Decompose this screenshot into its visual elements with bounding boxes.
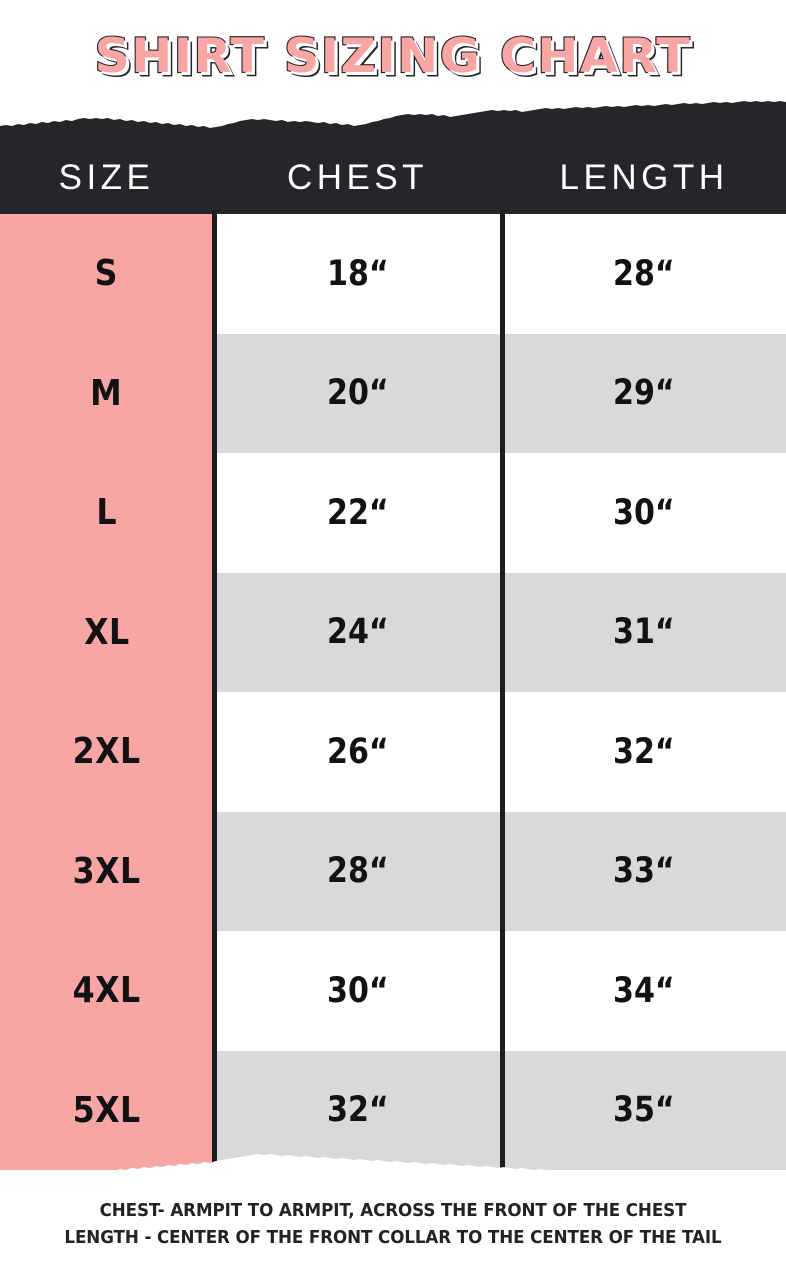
cell-length-text: 28“	[613, 253, 675, 294]
cell-chest: 22“	[213, 453, 502, 573]
cell-chest: 20“	[213, 333, 502, 453]
cell-length: 29“	[502, 333, 786, 453]
cell-length-text: 31“	[613, 612, 675, 653]
cell-chest: 32“	[213, 1050, 502, 1170]
cell-length-text: 30“	[613, 492, 675, 533]
cell-chest-text: 20“	[326, 373, 389, 414]
table-header-row: SIZE CHEST LENGTH	[0, 100, 786, 214]
torn-top-edge-icon	[0, 101, 786, 214]
cell-size: L	[0, 453, 213, 573]
table-row: S 18“ 28“	[0, 214, 786, 334]
cell-size-text: M	[90, 372, 123, 414]
cell-chest-text: 22“	[326, 492, 389, 533]
cell-length-text: 32“	[613, 731, 675, 772]
cell-size: M	[0, 333, 213, 453]
column-header-length: LENGTH	[559, 158, 729, 197]
cell-size-text: XL	[83, 611, 130, 653]
table-row: 5XL 32“ 35“	[0, 1050, 786, 1170]
cell-size: 2XL	[0, 692, 213, 812]
cell-chest-text: 24“	[326, 612, 389, 653]
cell-length: 31“	[502, 572, 786, 692]
cell-chest-text: 28“	[326, 851, 389, 892]
cell-length: 32“	[502, 692, 786, 812]
cell-length: 30“	[502, 453, 786, 573]
cell-chest-text: 32“	[326, 1090, 389, 1131]
cell-size-text: 5XL	[72, 1089, 141, 1131]
footer-notes: CHEST- ARMPIT TO ARMPIT, ACROSS THE FRON…	[0, 1198, 786, 1252]
cell-length: 35“	[502, 1050, 786, 1170]
cell-chest: 24“	[213, 572, 502, 692]
sizing-table-body: S 18“ 28“ M 20“ 29“ L 22“ 30“ XL 24“ 31“…	[0, 214, 786, 1170]
cell-length: 33“	[502, 811, 786, 931]
cell-size: 4XL	[0, 931, 213, 1051]
cell-length: 28“	[502, 214, 786, 334]
cell-size-text: 2XL	[72, 731, 141, 773]
cell-chest: 30“	[213, 931, 502, 1051]
table-row: 2XL 26“ 32“	[0, 692, 786, 812]
footer-line-chest: CHEST- ARMPIT TO ARMPIT, ACROSS THE FRON…	[99, 1201, 687, 1221]
cell-size-text: L	[96, 492, 117, 534]
footer-line-length: LENGTH - CENTER OF THE FRONT COLLAR TO T…	[64, 1228, 722, 1248]
cell-size: S	[0, 214, 213, 334]
cell-chest: 18“	[213, 214, 502, 334]
cell-size-text: 4XL	[72, 970, 141, 1012]
cell-chest: 28“	[213, 811, 502, 931]
page-title: SHIRT SIZING CHART	[94, 28, 692, 84]
cell-size-text: 3XL	[72, 850, 141, 892]
table-row: 4XL 30“ 34“	[0, 931, 786, 1051]
cell-length-text: 33“	[613, 851, 675, 892]
cell-length-text: 34“	[613, 970, 675, 1011]
cell-chest: 26“	[213, 692, 502, 812]
title-area: SHIRT SIZING CHART	[0, 0, 786, 112]
cell-length-text: 35“	[613, 1090, 675, 1131]
table-row: 3XL 28“ 33“	[0, 811, 786, 931]
header-band	[0, 100, 786, 214]
table-row: M 20“ 29“	[0, 333, 786, 453]
cell-size: 5XL	[0, 1050, 213, 1170]
cell-size: XL	[0, 572, 213, 692]
cell-length-text: 29“	[613, 373, 675, 414]
cell-chest-text: 30“	[326, 970, 389, 1011]
cell-size: 3XL	[0, 811, 213, 931]
table-row: XL 24“ 31“	[0, 572, 786, 692]
column-header-size: SIZE	[58, 158, 155, 197]
cell-length: 34“	[502, 931, 786, 1051]
cell-chest-text: 18“	[326, 253, 389, 294]
column-header-chest: CHEST	[286, 158, 429, 197]
cell-chest-text: 26“	[326, 731, 389, 772]
cell-size-text: S	[94, 253, 119, 295]
table-row: L 22“ 30“	[0, 453, 786, 573]
